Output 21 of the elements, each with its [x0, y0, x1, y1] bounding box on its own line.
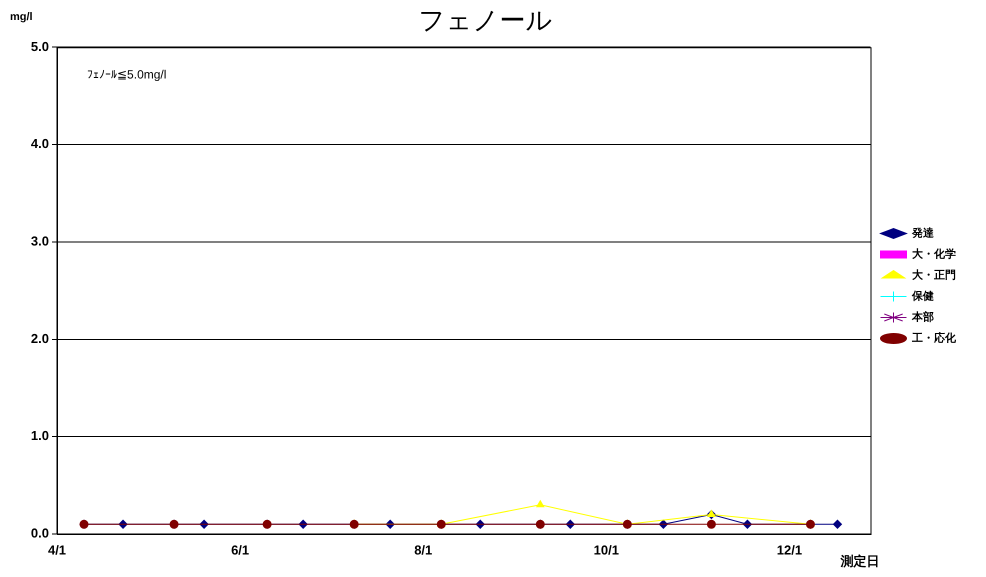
- legend-label: 大・化学: [912, 248, 956, 261]
- chart-title: フェノール: [418, 4, 552, 35]
- annotation: ﾌｪﾉｰﾙ≦5.0mg/l: [87, 68, 166, 82]
- x-tick-label: 10/1: [594, 542, 619, 558]
- y-tick-label: 3.0: [30, 234, 49, 248]
- legend-label: 保健: [911, 290, 934, 303]
- y-axis-title: mg/l: [10, 11, 33, 24]
- legend-label: 工・応化: [911, 332, 957, 345]
- y-tick-label: 5.0: [30, 38, 49, 54]
- legend-label: 大・正門: [912, 268, 956, 282]
- y-tick-label: 1.0: [30, 428, 49, 444]
- y-tick-label: 4.0: [30, 136, 49, 152]
- y-tick-label: 0.0: [30, 526, 49, 541]
- x-tick-label: 12/1: [776, 542, 802, 558]
- x-tick-label: 6/1: [231, 542, 250, 558]
- legend-label: 発達: [911, 226, 934, 240]
- x-axis-title: 測定日: [840, 554, 880, 569]
- legend-label: 本部: [911, 310, 934, 324]
- y-tick-label: 2.0: [30, 330, 49, 346]
- x-tick-label: 4/1: [48, 542, 66, 558]
- x-tick-label: 8/1: [414, 542, 432, 558]
